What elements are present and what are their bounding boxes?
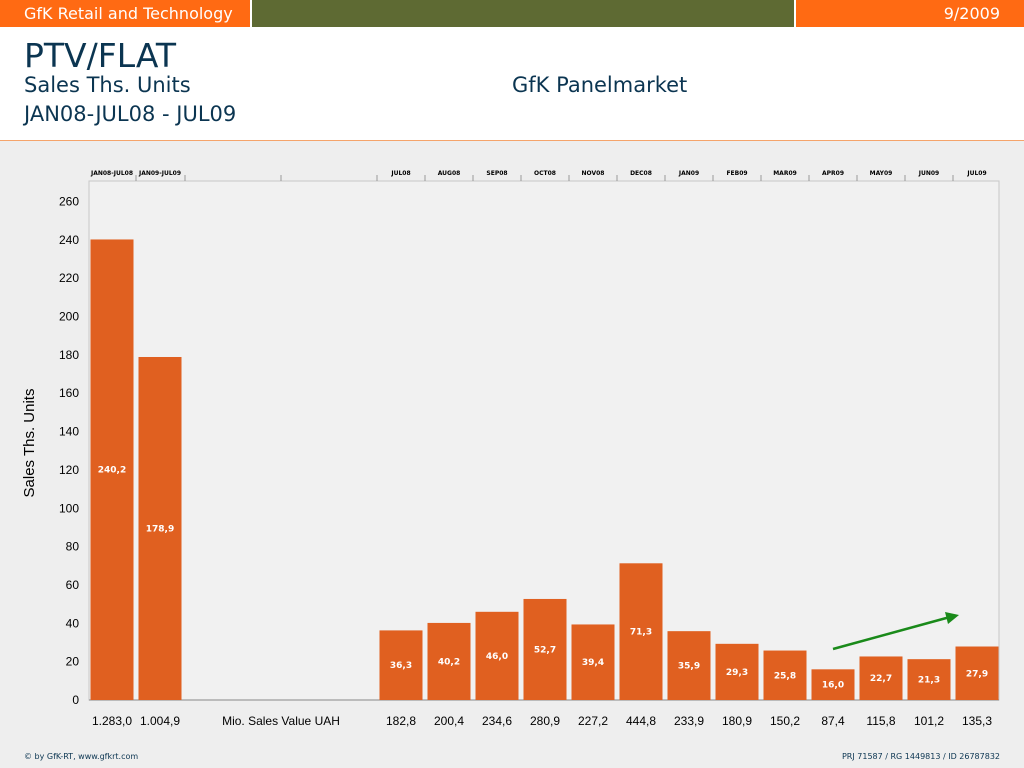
brand-name: GfK Retail and Technology: [24, 4, 233, 23]
sales-value-label: 115,8: [866, 714, 895, 728]
y-tick-label: 180: [59, 348, 79, 362]
footer-id: PRJ 71587 / RG 1449813 / ID 26787832: [841, 752, 1000, 761]
sales-value-label: 280,9: [530, 714, 560, 728]
category-label: JUL09: [966, 170, 986, 177]
data-label: 21,3: [918, 676, 940, 686]
category-label: APR09: [822, 170, 844, 177]
category-label: JAN08-JUL08: [90, 170, 133, 177]
data-label: 46,0: [486, 652, 508, 662]
bar-jan08-jul08: [90, 239, 134, 700]
data-label: 22,7: [870, 674, 892, 684]
category-label: JAN09: [678, 170, 699, 177]
category-label: MAR09: [773, 170, 797, 177]
bar-jul09: [955, 646, 999, 700]
bar-jan09: [667, 631, 711, 700]
data-label: 35,9: [678, 662, 700, 672]
brand-bar: GfK Retail and Technology: [0, 0, 250, 27]
bar-may09: [859, 656, 903, 700]
top-bar: GfK Retail and Technology 9/2009: [0, 0, 1024, 28]
y-tick-label: 260: [59, 195, 79, 209]
data-label: 240,2: [98, 466, 126, 476]
sales-value-label: 234,6: [482, 714, 512, 728]
sales-value-label: 227,2: [578, 714, 608, 728]
trend-arrow: [832, 615, 951, 651]
data-label: 71,3: [630, 628, 652, 638]
bar-mar09: [763, 650, 807, 700]
sales-value-label: 1.283,0: [92, 714, 132, 728]
bar-oct08: [523, 598, 567, 700]
bar-dec08: [619, 563, 663, 700]
y-tick-label: 60: [66, 578, 80, 592]
data-label: 178,9: [146, 524, 174, 534]
y-tick-label: 40: [66, 616, 80, 630]
y-tick-label: 20: [66, 655, 80, 669]
data-label: 40,2: [438, 657, 460, 667]
data-label: 27,9: [966, 669, 988, 679]
y-tick-label: 100: [59, 501, 79, 515]
category-label: SEP08: [486, 170, 507, 177]
data-label: 16,0: [822, 681, 844, 691]
category-label: MAY09: [870, 170, 893, 177]
panel-label: GfK Panelmarket: [512, 73, 688, 97]
sales-value-label: 101,2: [914, 714, 944, 728]
bar-aug08: [427, 622, 471, 700]
data-label: 29,3: [726, 668, 748, 678]
page-title: PTV/FLAT: [24, 36, 177, 75]
category-label: JUL08: [390, 170, 410, 177]
sales-value-label: 87,4: [821, 714, 845, 728]
footer-copyright: © by GfK-RT, www.gfkrt.com: [24, 752, 139, 761]
sales-value-label: 180,9: [722, 714, 752, 728]
y-tick-label: 160: [59, 386, 79, 400]
report-date: 9/2009: [943, 4, 1000, 23]
y-tick-label: 220: [59, 271, 79, 285]
y-tick-label: 200: [59, 310, 79, 324]
category-label: JUN09: [918, 170, 939, 177]
bar-apr09: [811, 669, 855, 700]
bar-jun09: [907, 659, 951, 700]
y-tick-label: 80: [66, 540, 80, 554]
category-label: JAN09-JUL09: [138, 170, 181, 177]
date-bar: 9/2009: [796, 0, 1024, 27]
page-subtitle: Sales Ths. Units: [24, 73, 191, 97]
sales-value-label: 150,2: [770, 714, 800, 728]
bar-jul08: [379, 630, 423, 700]
bar-nov08: [571, 624, 615, 700]
trend-arrowhead: [945, 612, 959, 624]
data-label: 36,3: [390, 661, 412, 671]
y-tick-label: 120: [59, 463, 79, 477]
sales-value-label: 200,4: [434, 714, 464, 728]
category-label: FEB09: [726, 170, 747, 177]
bar-sep08: [475, 611, 519, 700]
period-label: JAN08-JUL08 - JUL09: [24, 102, 237, 126]
title-separator: [0, 140, 1024, 141]
sales-value-caption: Mio. Sales Value UAH: [222, 714, 340, 728]
data-label: 25,8: [774, 671, 796, 681]
y-tick-label: 240: [59, 233, 79, 247]
category-label: OCT08: [534, 170, 556, 177]
sales-value-label: 135,3: [962, 714, 992, 728]
sales-value-label: 182,8: [386, 714, 416, 728]
y-tick-label: 0: [72, 693, 79, 707]
header-band: [252, 0, 794, 27]
sales-value-label: 1.004,9: [140, 714, 180, 728]
y-axis-label: Sales Ths. Units: [21, 389, 38, 498]
sales-bar-chart: 0 20 40 60 80 100 120 140 160 180 200 220 240 260 Sale…: [21, 170, 1000, 728]
sales-value-label: 444,8: [626, 714, 656, 728]
data-label: 52,7: [534, 645, 556, 655]
data-label: 39,4: [582, 658, 604, 668]
category-label: NOV08: [582, 170, 605, 177]
category-label: AUG08: [438, 170, 461, 177]
category-label: DEC08: [630, 170, 652, 177]
bar-feb09: [715, 643, 759, 700]
sales-value-label: 233,9: [674, 714, 704, 728]
bar-jan09-jul09: [138, 356, 182, 700]
y-tick-label: 140: [59, 425, 79, 439]
